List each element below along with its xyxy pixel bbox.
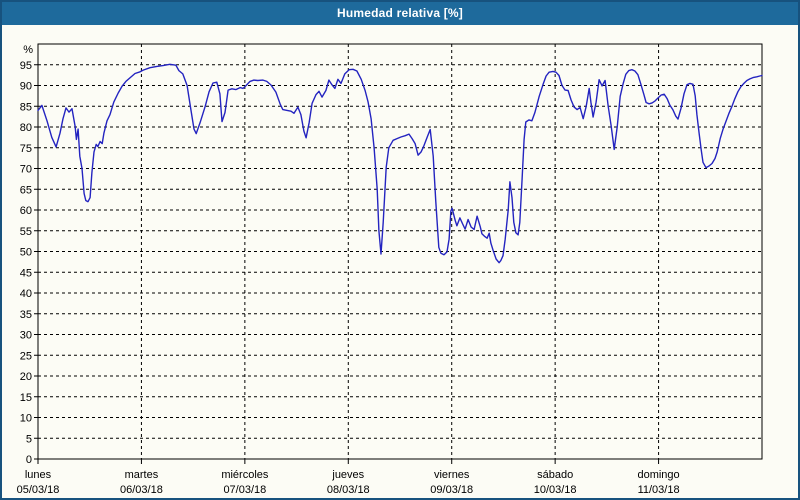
- x-day-label: viernes: [434, 469, 470, 481]
- y-tick-label: 40: [20, 288, 32, 300]
- y-tick-label: 90: [20, 81, 32, 93]
- y-tick-label: 75: [20, 143, 32, 155]
- x-day-label: miércoles: [221, 469, 269, 481]
- plot-frame: [37, 43, 763, 460]
- chart-title: Humedad relativa [%]: [336, 6, 464, 20]
- x-date-label: 05/03/18: [17, 484, 60, 496]
- x-day-label: lunes: [25, 469, 52, 481]
- y-tick-label: 30: [20, 330, 32, 342]
- x-day-label: jueves: [331, 469, 364, 481]
- x-date-label: 08/03/18: [327, 484, 370, 496]
- y-tick-label: 5: [26, 433, 32, 445]
- x-date-label: 09/03/18: [430, 484, 473, 496]
- y-tick-label: 85: [20, 101, 32, 113]
- y-tick-label: 70: [20, 164, 32, 176]
- y-tick-label: 25: [20, 350, 32, 362]
- y-tick-label: 95: [20, 60, 32, 72]
- humidity-series-line: [37, 63, 763, 264]
- y-tick-label: 35: [20, 309, 32, 321]
- y-tick-label: 0: [26, 454, 32, 466]
- y-tick-label: 65: [20, 184, 32, 196]
- y-tick-label: 45: [20, 267, 32, 279]
- x-date-label: 11/03/18: [638, 484, 680, 496]
- y-tick-label: 80: [20, 122, 32, 134]
- x-date-label: 06/03/18: [120, 484, 163, 496]
- y-tick-label: 10: [20, 413, 32, 425]
- x-day-label: sábado: [537, 469, 573, 481]
- x-day-label: martes: [125, 469, 159, 481]
- y-axis-unit-label: %: [23, 44, 33, 56]
- x-date-label: 10/03/18: [534, 484, 577, 496]
- chart-title-bar: Humedad relativa [%]: [2, 2, 798, 25]
- y-tick-label: 55: [20, 226, 32, 238]
- x-day-label: domingo: [637, 469, 679, 481]
- y-tick-label: 60: [20, 205, 32, 217]
- y-tick-label: 15: [20, 392, 32, 404]
- x-date-label: 07/03/18: [223, 484, 266, 496]
- y-tick-label: 20: [20, 371, 32, 383]
- y-tick-label: 50: [20, 247, 32, 259]
